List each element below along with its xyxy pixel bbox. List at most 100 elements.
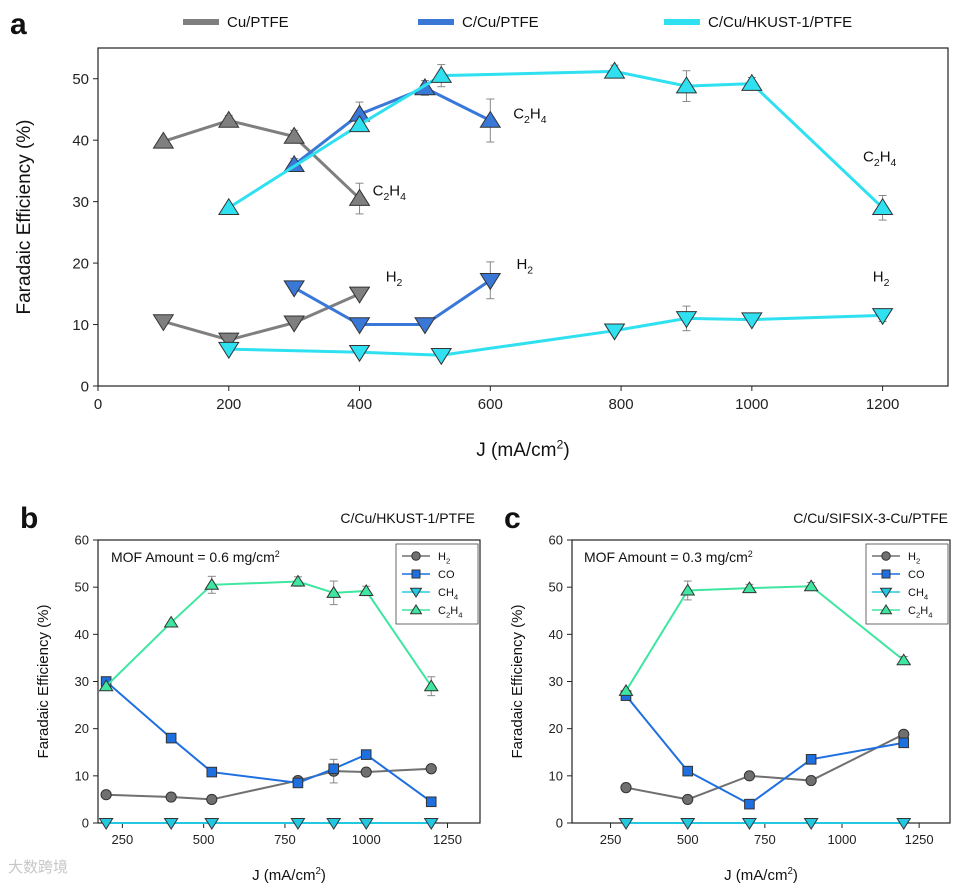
series-co (620, 690, 910, 810)
series-c2h4 (98, 574, 439, 697)
data-point (360, 766, 372, 778)
legend-marker (881, 569, 891, 579)
series-annotation: C2H4 (863, 149, 897, 170)
series-line (625, 695, 904, 806)
legend-marker (411, 569, 421, 579)
y-tick-label: 0 (82, 816, 89, 831)
data-point (326, 818, 342, 830)
x-tick-label: 250 (600, 832, 622, 847)
y-tick-label: 50 (549, 580, 563, 595)
mof-amount-label: MOF Amount = 0.6 mg/cm2 (111, 549, 280, 565)
panel-label: b (20, 502, 38, 535)
legend-label: C2H4 (438, 605, 463, 619)
data-point (283, 280, 305, 298)
x-axis-label: J (mA/cm2) (724, 866, 798, 884)
data-point (682, 765, 694, 777)
legend-item: H2 (402, 551, 450, 565)
series-ch4 (98, 818, 439, 830)
data-point (680, 818, 696, 830)
panel-title: C/Cu/SIFSIX-3-Cu/PTFE (793, 510, 948, 526)
data-point (414, 317, 436, 335)
data-point (163, 615, 179, 628)
data-point (741, 73, 763, 91)
data-point (430, 65, 453, 83)
plot-frame (97, 47, 949, 387)
x-tick-label: 400 (347, 396, 372, 413)
data-point (896, 653, 912, 666)
series-c-cu-ptfe-h2 (283, 261, 502, 335)
y-tick-label: 0 (81, 378, 89, 395)
x-axis-label: J (mA/cm2) (476, 437, 569, 461)
legend-marker (881, 551, 891, 561)
x-tick-label: 750 (274, 832, 296, 847)
data-point (217, 197, 240, 216)
y-tick-label: 60 (75, 533, 89, 548)
x-tick-label: 200 (216, 396, 241, 413)
legend-marker (879, 604, 893, 615)
legend-label: H2 (908, 551, 920, 565)
y-axis-label: Faradaic Efficiency (%) (35, 605, 52, 759)
data-point (805, 774, 817, 787)
x-axis-label: J (mA/cm2) (252, 866, 326, 884)
series-cu-ptfe-h2 (152, 286, 371, 350)
x-tick-label: 500 (193, 832, 215, 847)
series-annotation: H2 (873, 269, 890, 290)
data-point (100, 789, 112, 801)
data-point (896, 818, 912, 830)
data-point (430, 348, 453, 366)
legend-item: CO (402, 569, 455, 581)
data-point (425, 796, 437, 808)
x-tick-label: 750 (754, 832, 776, 847)
x-tick-label: 600 (478, 396, 503, 413)
data-point (217, 341, 240, 360)
series-annotation: C2H4 (513, 106, 547, 127)
panel-title: C/Cu/HKUST-1/PTFE (340, 510, 475, 526)
legend-item: CO (872, 569, 925, 581)
data-point (871, 197, 894, 216)
series-line (162, 292, 361, 342)
series-annotation: C2H4 (373, 182, 407, 203)
data-point (98, 818, 114, 830)
data-point (743, 770, 756, 782)
series-line (625, 585, 905, 692)
data-point (682, 793, 694, 806)
watermark-logo: 大数跨境 (8, 856, 68, 877)
y-tick-label: 30 (72, 194, 89, 211)
y-tick-label: 40 (549, 627, 563, 642)
y-tick-label: 0 (556, 816, 563, 831)
legend-item: C2H4 (872, 604, 933, 619)
y-tick-label: 10 (72, 317, 89, 334)
panel-a: a 0 200 400 600 800 1000 1200 0 10 20 30 40 50 J (mA/c… (10, 8, 949, 461)
panel-b: b 250 500 750 1000 1250 0 10 20 30 40 50 60 J (mA/cm2… (20, 502, 481, 884)
series-c2h4 (618, 579, 912, 696)
series-line (105, 580, 433, 687)
x-tick-label: 800 (609, 396, 634, 413)
data-point (871, 308, 894, 326)
data-point (206, 793, 218, 806)
data-point (217, 332, 240, 350)
series-line (162, 118, 361, 200)
data-point (98, 679, 114, 692)
y-tick-label: 20 (75, 721, 89, 736)
legend-label: H2 (438, 551, 450, 565)
watermark-text: 大数跨境 (8, 858, 69, 876)
data-point (618, 683, 634, 696)
legend-item: CH4 (872, 587, 929, 601)
legend-label: CO (908, 569, 925, 581)
y-axis-label: Faradaic Efficiency (%) (14, 120, 35, 315)
y-tick-label: 60 (549, 533, 563, 548)
series-cu-ptfe-c2h4 (152, 110, 371, 215)
x-tick-label: 500 (677, 832, 699, 847)
y-tick-label: 20 (72, 255, 89, 272)
data-point (803, 579, 819, 592)
legend-marker (409, 587, 423, 598)
series-h2 (620, 728, 910, 806)
data-point (805, 754, 817, 765)
legend-label: C/Cu/HKUST-1/PTFE (708, 14, 852, 31)
data-point (425, 763, 437, 775)
legend-item: C/Cu/HKUST-1/PTFE (664, 14, 852, 31)
legend-label: Cu/PTFE (227, 14, 289, 31)
data-point (479, 273, 502, 291)
series-c-cu-hkust-1-ptfe-c2h4 (217, 61, 894, 221)
data-point (741, 581, 757, 594)
